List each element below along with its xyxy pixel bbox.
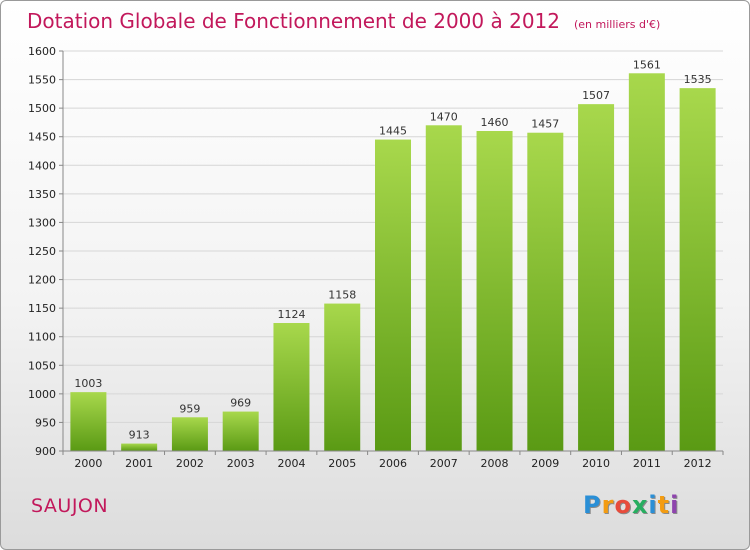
logo-letter: i (670, 491, 680, 519)
bar-value-label: 959 (179, 402, 200, 415)
y-tick-label: 1300 (28, 216, 56, 229)
y-tick-label: 1400 (28, 159, 56, 172)
y-axis-ticks: 900 950 1000 1050 1100 1150 1200 1250 1300 1350 14… (28, 45, 63, 458)
bar-value-label: 1470 (430, 110, 458, 123)
place-name: SAUJON (31, 495, 109, 517)
logo-letter: i (648, 491, 658, 519)
bar-value-label: 1445 (379, 125, 407, 138)
bar-2012 (679, 88, 716, 452)
y-tick-label: 1350 (28, 188, 56, 201)
x-tick-label: 2012 (684, 457, 712, 470)
x-tick-label: 2011 (633, 457, 661, 470)
logo-letter: t (657, 491, 671, 519)
y-tick-label: 1200 (28, 274, 56, 287)
y-tick-label: 1500 (28, 102, 56, 115)
y-tick-label: 1000 (28, 388, 56, 401)
proxiti-logo: Proxiti (583, 491, 679, 519)
bar-2001 (121, 443, 158, 451)
bar-value-label: 1158 (328, 289, 356, 302)
bar-2006 (375, 139, 411, 452)
y-tick-label: 1450 (28, 131, 56, 144)
bar-2008 (476, 131, 513, 451)
logo-letter: r (601, 491, 615, 519)
x-tick-label: 2002 (176, 457, 204, 470)
x-tick-label: 2003 (227, 457, 255, 470)
bar-value-label: 1561 (633, 58, 661, 71)
bar-2011 (628, 73, 665, 452)
bar-2010 (578, 104, 615, 452)
title-text: Dotation Globale de Fonctionnement de 20… (27, 9, 560, 33)
bar-2005 (324, 303, 361, 451)
bar-value-label: 1124 (277, 308, 305, 321)
y-tick-label: 1550 (28, 74, 56, 87)
x-tick-label: 2008 (481, 457, 509, 470)
bars: 1003 913 959 969 1124 1158 1445 1470 1460 1457 150… (70, 58, 716, 452)
x-tick-label: 2009 (531, 457, 559, 470)
bar-2000 (70, 392, 107, 451)
bar-value-label: 1535 (684, 73, 712, 86)
x-tick-label: 2001 (125, 457, 153, 470)
x-tick-label: 2006 (379, 457, 407, 470)
logo-letter: x (631, 491, 649, 519)
y-tick-label: 950 (35, 416, 56, 429)
bar-value-label: 913 (129, 429, 150, 442)
bar-2004 (273, 323, 310, 451)
chart-title: Dotation Globale de Fonctionnement de 20… (27, 9, 660, 33)
x-tick-label: 2005 (328, 457, 356, 470)
y-tick-label: 1250 (28, 245, 56, 258)
x-tick-label: 2007 (430, 457, 458, 470)
y-tick-label: 900 (35, 445, 56, 458)
x-tick-label: 2004 (277, 457, 305, 470)
y-tick-label: 1050 (28, 359, 56, 372)
bar-value-label: 969 (230, 397, 251, 410)
y-tick-label: 1100 (28, 331, 56, 344)
bar-value-label: 1457 (531, 118, 559, 131)
bar-value-label: 1507 (582, 89, 610, 102)
bar-2003 (222, 411, 259, 451)
bar-value-label: 1460 (481, 116, 509, 129)
bar-value-label: 1003 (74, 377, 102, 390)
bar-2002 (171, 417, 208, 451)
x-axis-ticks: 2000 2001 2002 2003 2004 2005 2006 2007 2008 2009… (62, 451, 724, 470)
y-tick-label: 1600 (28, 45, 56, 58)
unit-note: (en milliers d'€) (574, 18, 661, 31)
x-tick-label: 2000 (74, 457, 102, 470)
bar-2009 (527, 132, 564, 451)
logo-letter: P (583, 491, 602, 519)
logo-letter: o (614, 491, 632, 519)
x-tick-label: 2010 (582, 457, 610, 470)
bar-2007 (425, 125, 462, 452)
y-tick-label: 1150 (28, 302, 56, 315)
